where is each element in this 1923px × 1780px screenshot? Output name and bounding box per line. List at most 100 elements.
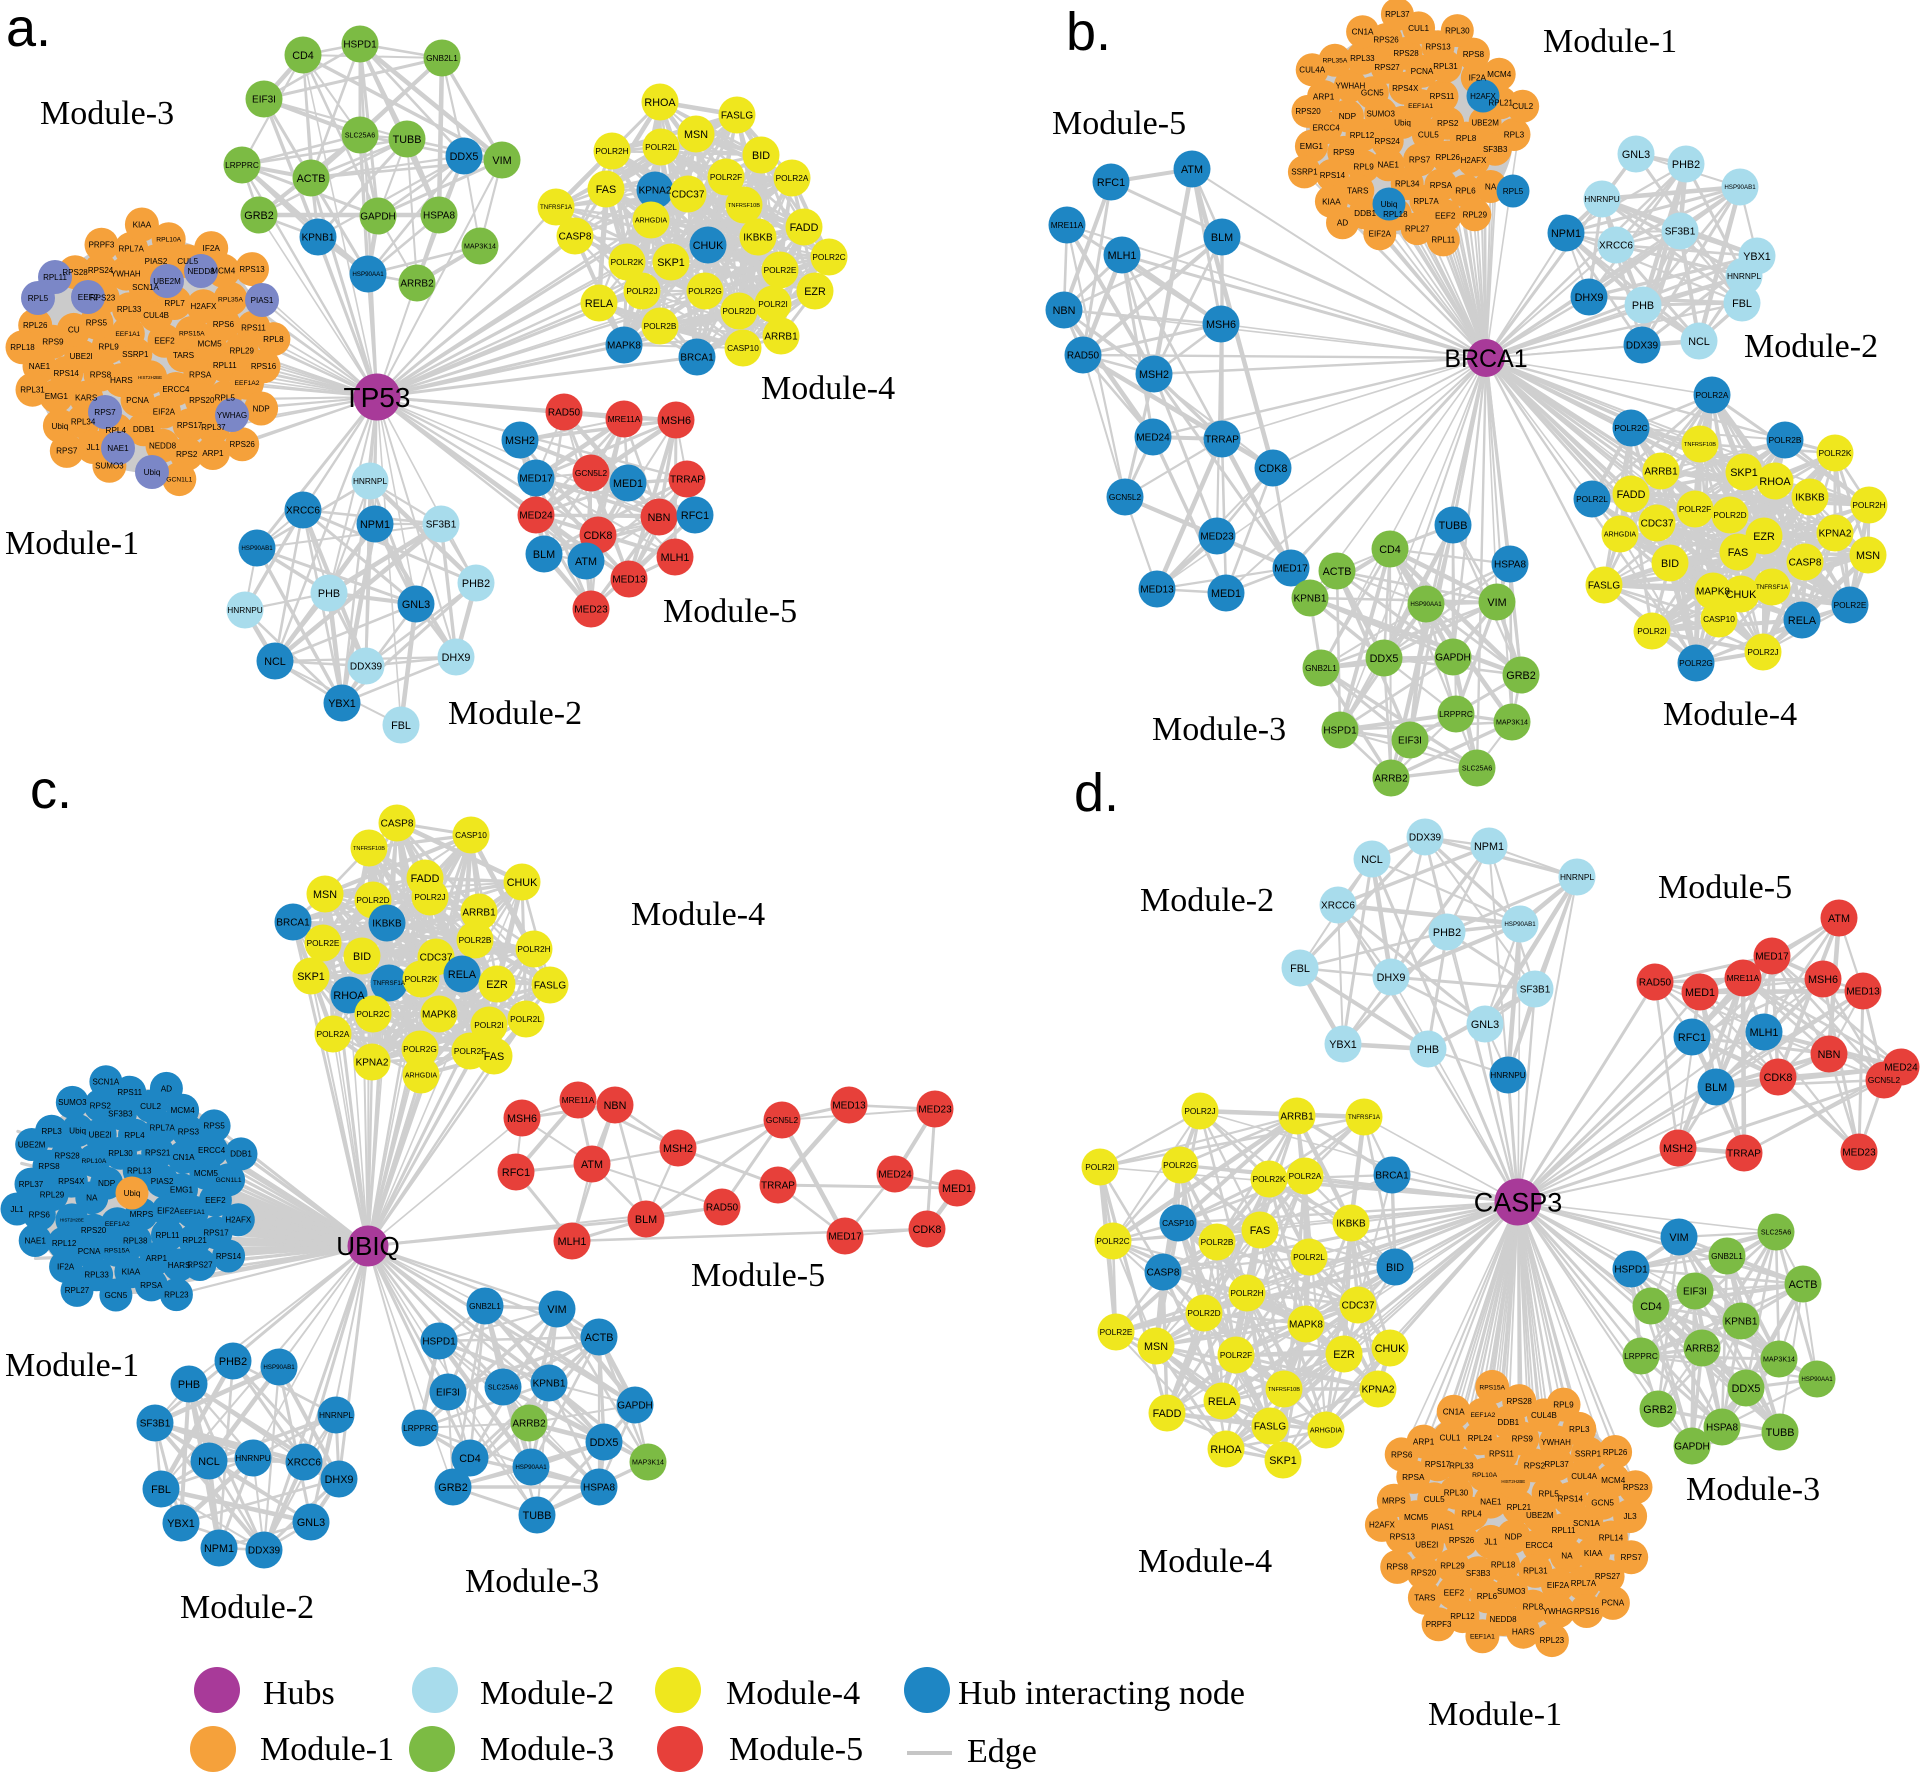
svg-text:RPL26: RPL26	[1603, 1448, 1628, 1457]
svg-text:HNRNPU: HNRNPU	[1584, 194, 1620, 204]
svg-text:DDB1: DDB1	[1497, 1418, 1519, 1427]
svg-text:NA: NA	[1561, 1551, 1573, 1560]
svg-text:EEF1A1: EEF1A1	[1408, 103, 1433, 110]
svg-text:AD: AD	[1337, 219, 1348, 228]
svg-text:CUL4A: CUL4A	[1571, 1472, 1597, 1481]
svg-text:GNL3: GNL3	[297, 1517, 325, 1529]
svg-text:GAPDH: GAPDH	[1435, 653, 1471, 664]
svg-text:TNFRSF10B: TNFRSF10B	[728, 203, 760, 209]
svg-text:PRPF3: PRPF3	[89, 241, 115, 250]
svg-text:MRE11A: MRE11A	[562, 1095, 595, 1105]
svg-text:RPS13: RPS13	[239, 265, 265, 274]
svg-text:Module-2: Module-2	[1140, 882, 1274, 919]
svg-text:c.: c.	[30, 760, 72, 820]
svg-text:SF3B1: SF3B1	[426, 520, 457, 531]
svg-text:POLR2L: POLR2L	[1576, 494, 1608, 504]
svg-text:RPS8: RPS8	[1463, 50, 1485, 59]
svg-text:CDK8: CDK8	[584, 530, 613, 542]
svg-text:CASP8: CASP8	[1789, 558, 1822, 569]
svg-text:POLR2G: POLR2G	[1163, 1160, 1197, 1170]
svg-text:Hub interacting node: Hub interacting node	[958, 1675, 1245, 1712]
svg-text:ACTB: ACTB	[585, 1332, 614, 1344]
svg-text:MSH6: MSH6	[1808, 974, 1838, 986]
svg-text:YWHAG: YWHAG	[1543, 1607, 1573, 1616]
svg-text:RPS9: RPS9	[42, 338, 64, 347]
svg-text:POLR2G: POLR2G	[403, 1044, 437, 1054]
svg-text:TRRAP: TRRAP	[1727, 1149, 1761, 1160]
svg-text:SUMO3: SUMO3	[58, 1098, 87, 1107]
svg-text:EIF3I: EIF3I	[1398, 736, 1422, 747]
svg-text:RPS20: RPS20	[81, 1226, 107, 1235]
svg-text:MAPK8: MAPK8	[422, 1010, 456, 1021]
svg-text:RPS23: RPS23	[1623, 1483, 1649, 1492]
svg-text:AD: AD	[161, 1084, 172, 1093]
svg-text:RPS11: RPS11	[241, 323, 266, 332]
svg-text:JL1: JL1	[1484, 1538, 1498, 1547]
svg-text:HSP90AB1: HSP90AB1	[1724, 184, 1756, 191]
svg-text:GNB2L1: GNB2L1	[469, 1301, 501, 1311]
svg-text:RPL13: RPL13	[127, 1167, 152, 1176]
svg-text:Module-3: Module-3	[465, 1563, 599, 1600]
svg-text:RELA: RELA	[1788, 615, 1817, 627]
svg-text:FAS: FAS	[1728, 547, 1748, 559]
svg-text:POLR2E: POLR2E	[1100, 1327, 1133, 1337]
svg-text:POLR2J: POLR2J	[414, 892, 445, 902]
svg-text:PIAS2: PIAS2	[145, 257, 168, 266]
svg-text:RPL23: RPL23	[164, 1290, 189, 1299]
svg-text:BID: BID	[1386, 1262, 1404, 1274]
svg-text:NA: NA	[86, 1194, 98, 1203]
svg-text:KPNA2: KPNA2	[1362, 1385, 1395, 1396]
svg-text:RPL5: RPL5	[1538, 1489, 1559, 1498]
svg-text:SF3B1: SF3B1	[140, 1419, 171, 1430]
svg-text:EZR: EZR	[1333, 1349, 1355, 1361]
svg-text:POLR2G: POLR2G	[1679, 658, 1713, 668]
svg-text:SSRP1: SSRP1	[1575, 1449, 1602, 1458]
svg-text:NDP: NDP	[98, 1179, 116, 1188]
svg-text:RPS20: RPS20	[1295, 107, 1321, 116]
svg-text:Module-3: Module-3	[480, 1731, 614, 1768]
svg-text:HSPA8: HSPA8	[1706, 1423, 1738, 1434]
svg-text:IF2A: IF2A	[203, 244, 221, 253]
svg-text:KIAA: KIAA	[122, 1268, 141, 1277]
svg-text:LRPPRC: LRPPRC	[403, 1423, 437, 1433]
svg-text:RELA: RELA	[585, 298, 614, 310]
svg-text:ACTB: ACTB	[297, 173, 326, 185]
svg-text:IF2A: IF2A	[57, 1262, 75, 1271]
svg-text:VIM: VIM	[1487, 597, 1506, 609]
svg-text:IF2A: IF2A	[1469, 74, 1487, 83]
svg-text:CUL2: CUL2	[1512, 102, 1533, 111]
svg-text:EIF2A: EIF2A	[153, 407, 176, 416]
svg-text:HSP90AA1: HSP90AA1	[352, 271, 384, 278]
svg-text:RPS23: RPS23	[90, 293, 116, 302]
svg-text:MRPS: MRPS	[1382, 1497, 1406, 1506]
svg-text:GAPDH: GAPDH	[360, 212, 396, 223]
svg-text:XRCC6: XRCC6	[287, 1458, 321, 1469]
svg-text:EZR: EZR	[486, 979, 508, 991]
svg-text:Module-5: Module-5	[663, 593, 797, 630]
svg-text:GRB2: GRB2	[438, 1482, 467, 1494]
svg-text:SUMO3: SUMO3	[1497, 1587, 1526, 1596]
svg-text:SCN1A: SCN1A	[132, 283, 159, 292]
svg-text:DDX5: DDX5	[1732, 1383, 1761, 1395]
svg-text:IKBKB: IKBKB	[372, 919, 402, 930]
svg-text:RPL31: RPL31	[1523, 1567, 1548, 1576]
svg-text:NCL: NCL	[1361, 854, 1383, 866]
svg-text:RPL3: RPL3	[1504, 130, 1525, 139]
svg-text:EIF3I: EIF3I	[252, 95, 276, 106]
svg-text:H2AFX: H2AFX	[1369, 1521, 1395, 1530]
svg-text:NEDD8: NEDD8	[149, 442, 177, 451]
svg-text:PIAS1: PIAS1	[251, 296, 274, 305]
svg-text:MED23: MED23	[1200, 532, 1234, 543]
svg-text:RPL9: RPL9	[1553, 1401, 1574, 1410]
svg-text:MSH2: MSH2	[663, 1143, 693, 1155]
svg-text:HSP90AA1: HSP90AA1	[1801, 1376, 1833, 1383]
svg-text:RPS9: RPS9	[1512, 1434, 1534, 1443]
svg-text:HIST2H2BE: HIST2H2BE	[1501, 1479, 1525, 1484]
svg-text:EMG1: EMG1	[45, 392, 69, 401]
svg-text:ARP1: ARP1	[202, 449, 224, 458]
svg-text:SKP1: SKP1	[1269, 1455, 1297, 1467]
svg-text:TUBB: TUBB	[1439, 520, 1468, 532]
svg-text:RPS24: RPS24	[88, 266, 114, 275]
svg-text:Module-2: Module-2	[448, 695, 582, 732]
svg-text:CASP8: CASP8	[1147, 1268, 1180, 1279]
